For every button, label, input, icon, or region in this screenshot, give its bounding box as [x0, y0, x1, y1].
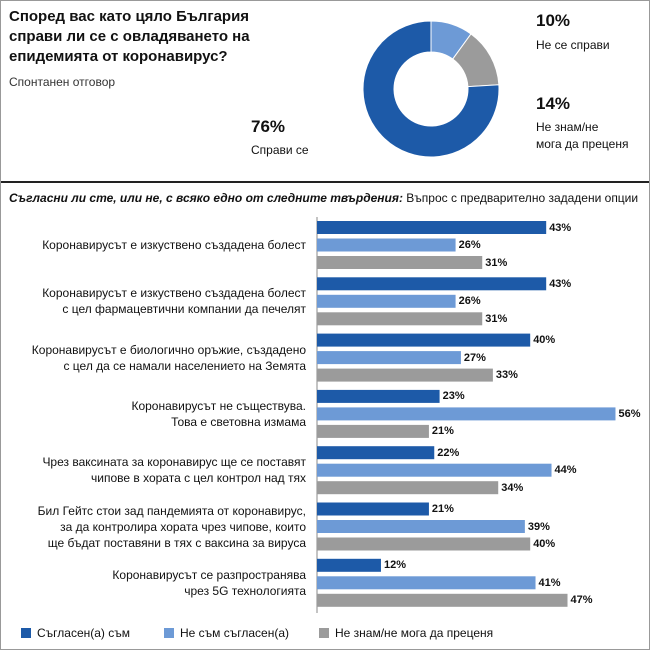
bar: [317, 256, 483, 269]
bar: [317, 333, 531, 347]
bar-value-label: 34%: [501, 481, 524, 494]
bar: [317, 351, 461, 365]
slice-category-label: Не се справи: [536, 38, 610, 52]
bar-value-label: 44%: [554, 464, 577, 477]
bar: [317, 389, 440, 403]
slice-category-label: Справи се: [251, 143, 309, 157]
bar-value-label: 56%: [618, 407, 641, 420]
bar: [317, 463, 552, 477]
bar: [317, 312, 483, 326]
donut-subtitle: Спонтанен отговор: [9, 75, 116, 89]
category-label: Чрез ваксината за коронавирус ще се пост…: [42, 455, 306, 486]
category-label: Коронавирусът е изкуствено създадена бол…: [42, 286, 306, 317]
bar-value-label: 21%: [431, 425, 454, 438]
legend-label: Не съм съгласен(а): [180, 626, 290, 640]
legend-label: Не знам/не мога да преценя: [335, 626, 494, 640]
legend-swatch: [164, 628, 174, 638]
slice-value-label: 14%: [536, 94, 571, 113]
bar-value-label: 40%: [533, 538, 556, 550]
bar-value-label: 21%: [431, 503, 454, 515]
bar: [317, 446, 435, 460]
bar-title-block: Съгласни ли сте, или не, с всяко едно от…: [9, 191, 638, 205]
bar-value-label: 23%: [442, 390, 465, 403]
bar: [317, 576, 536, 590]
bar: [317, 221, 547, 234]
bar-value-label: 43%: [549, 221, 572, 234]
donut-title: Според вас като цяло България справи ли …: [9, 8, 250, 65]
bar-value-label: 12%: [383, 559, 406, 572]
bar-value-label: 26%: [458, 239, 481, 251]
bar-value-label: 27%: [463, 351, 486, 364]
category-label: Коронавирусът се разпространява чрез 5G …: [112, 567, 306, 598]
bar: [317, 593, 568, 607]
bar: [317, 407, 616, 421]
bar: [317, 424, 429, 438]
bar-value-label: 41%: [538, 576, 561, 589]
bar: [317, 294, 456, 308]
bar-title: Съгласни ли сте, или не, с всяко едно от…: [9, 191, 403, 205]
bar: [317, 277, 547, 291]
bar-value-label: 26%: [458, 295, 481, 308]
bar-value-label: 43%: [549, 277, 572, 290]
bar: [317, 238, 456, 252]
slice-value-label: 10%: [536, 11, 571, 30]
bar: [317, 520, 525, 533]
bar: [317, 558, 381, 572]
bar-value-label: 22%: [437, 446, 460, 459]
slice-value-label: 76%: [251, 117, 286, 136]
bar-value-label: 31%: [485, 256, 508, 269]
legend-label: Съгласен(а) съм: [37, 626, 131, 640]
bar-value-label: 33%: [495, 369, 518, 382]
bar-value-label: 40%: [533, 334, 556, 347]
donut-slice: [362, 20, 500, 158]
slice-category-label: Не знам/не мога да преценя: [536, 120, 629, 151]
bar-value-label: 47%: [570, 594, 593, 607]
legend-swatch: [319, 628, 329, 638]
bar-value-label: 39%: [527, 520, 550, 533]
category-label: Бил Гейтс стои зад пандемията от коронав…: [37, 503, 306, 550]
bar: [317, 502, 429, 516]
category-label: Коронавирусът е биологично оръжие, създа…: [31, 342, 306, 373]
bar-subtitle: Въпрос с предварително зададени опции: [406, 191, 639, 205]
bar: [317, 537, 531, 551]
category-label: Коронавирусът е изкуствено създадена бол…: [42, 238, 306, 252]
category-label: Коронавирусът не съществува. Това е свет…: [131, 398, 306, 429]
bar-value-label: 31%: [485, 312, 508, 325]
legend-swatch: [21, 628, 31, 638]
bar: [317, 368, 493, 382]
bar: [317, 481, 499, 495]
